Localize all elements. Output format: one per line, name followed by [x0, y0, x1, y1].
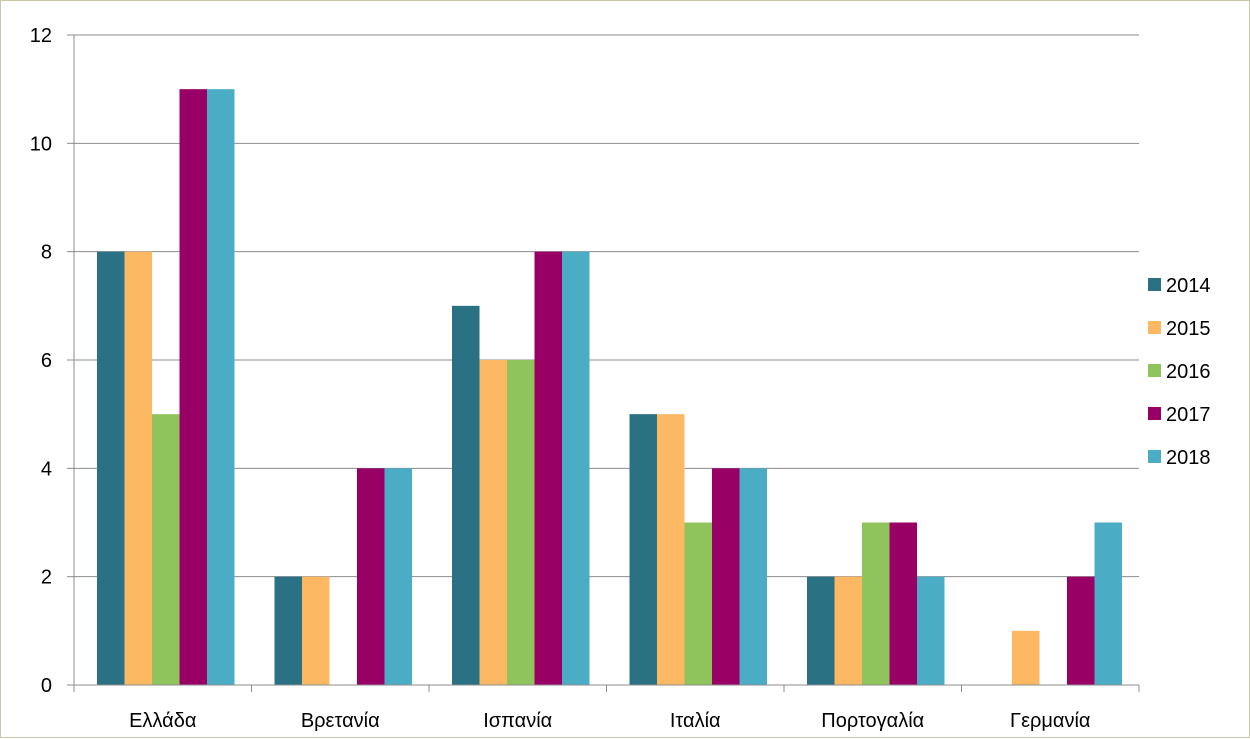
y-tick-label: 4	[41, 458, 52, 480]
bar-2015-4	[834, 576, 862, 685]
legend-swatch-2014	[1148, 278, 1161, 291]
legend-swatch-2016	[1148, 364, 1161, 377]
bar-2018-3	[739, 468, 767, 685]
legend-label-2015: 2015	[1166, 318, 1211, 340]
bar-2017-0	[179, 89, 207, 685]
x-tick-label: Γερμανία	[1010, 710, 1090, 732]
bar-2018-0	[207, 89, 235, 685]
bar-2018-4	[917, 576, 945, 685]
bar-2014-2	[452, 305, 480, 685]
x-tick-label: Ιταλία	[670, 710, 721, 732]
legend-label-2018: 2018	[1166, 447, 1211, 469]
bar-2018-2	[562, 251, 590, 685]
bar-2014-4	[807, 576, 835, 685]
bar-2016-4	[862, 522, 890, 685]
bar-2017-5	[1067, 576, 1095, 685]
bar-2015-2	[479, 360, 507, 685]
y-tick-label: 12	[30, 25, 52, 47]
legend-swatch-2015	[1148, 321, 1161, 334]
y-tick-label: 8	[41, 242, 52, 264]
bar-2017-4	[889, 522, 917, 685]
y-tick-label: 0	[41, 675, 52, 697]
y-tick-label: 10	[30, 133, 52, 155]
bar-2014-0	[97, 251, 125, 685]
y-tick-label: 6	[41, 350, 52, 372]
bar-2014-3	[629, 414, 657, 685]
bar-2015-5	[1012, 630, 1040, 685]
x-tick-label: Ελλάδα	[129, 710, 196, 732]
x-tick-label: Βρετανία	[301, 710, 380, 732]
legend-label-2014: 2014	[1166, 275, 1211, 297]
legend-swatch-2017	[1148, 407, 1161, 420]
bar-2017-3	[712, 468, 740, 685]
bar-2018-5	[1094, 522, 1122, 685]
bars	[97, 89, 1122, 685]
bar-2016-2	[507, 360, 535, 685]
x-tick-label: Ισπανία	[483, 710, 552, 732]
axes	[67, 34, 1140, 692]
legend-label-2016: 2016	[1166, 361, 1211, 383]
bar-2015-1	[302, 576, 330, 685]
tick-labels: 0 2 4 6 8 10 12 Ελλάδα Βρετανία Ισπανία Ιταλία Πορτ…	[30, 25, 1091, 732]
bar-2016-3	[684, 522, 712, 685]
legend: 2014 2015 2016 2017 2018	[1148, 275, 1211, 469]
bar-2017-1	[357, 468, 385, 685]
gridlines	[74, 34, 1139, 578]
legend-swatch-2018	[1148, 450, 1161, 463]
bar-2017-2	[534, 251, 562, 685]
y-tick-label: 2	[41, 567, 52, 589]
bar-2018-1	[384, 468, 412, 685]
bar-2015-3	[657, 414, 685, 685]
bar-2014-1	[274, 576, 302, 685]
bar-2016-0	[152, 414, 180, 685]
bar-2015-0	[124, 251, 152, 685]
legend-label-2017: 2017	[1166, 404, 1211, 426]
x-tick-label: Πορτογαλία	[821, 710, 924, 732]
